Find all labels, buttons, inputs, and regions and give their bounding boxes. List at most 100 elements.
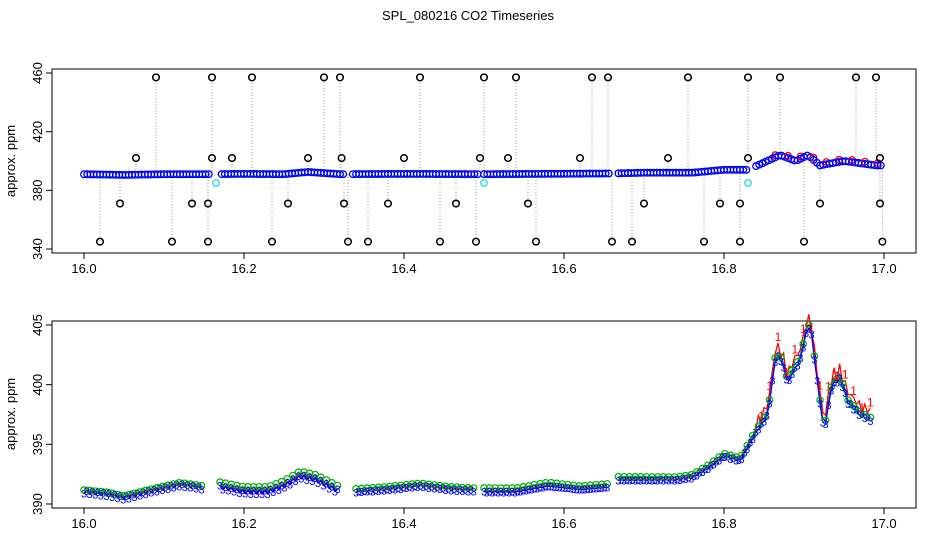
bottom-series-green-point	[821, 416, 830, 425]
bottom-x-tick-label: 16.8	[711, 516, 736, 531]
bottom-series-3-point: 3	[318, 476, 324, 488]
top-outlier-point	[115, 199, 125, 208]
bottom-series-green-point	[597, 480, 606, 489]
top-outlier-point	[335, 73, 345, 82]
top-outlier-point	[663, 154, 673, 163]
bottom-series-3-point: 3	[739, 454, 745, 466]
bottom-series-3-point: 3	[445, 483, 451, 495]
bottom-series-3-point: 3	[256, 485, 262, 497]
top-outlier-point	[415, 73, 425, 82]
bottom-series-3-point: 3	[426, 483, 432, 495]
top-outlier-point	[851, 73, 861, 82]
bottom-series-3-point: 3	[741, 447, 747, 459]
bottom-series-3-point: 3	[831, 377, 837, 389]
bottom-series-3-point: 3	[635, 475, 641, 487]
bottom-series-green-point	[436, 481, 444, 490]
top-outlier-point	[871, 73, 881, 82]
top-outlier-point	[475, 154, 485, 163]
bottom-series-3-point: 3	[851, 404, 857, 416]
bottom-series-green-point	[480, 484, 488, 492]
bottom-series-green-point	[676, 472, 684, 481]
bottom-series-3-point: 3	[778, 356, 784, 368]
bottom-series-3-point: 3	[448, 485, 454, 497]
bottom-series-3-point: 3	[702, 464, 708, 476]
bottom-series-3-point: 3	[761, 416, 767, 428]
top-x-tick-label: 17.0	[871, 261, 896, 276]
top-outlier-point	[383, 199, 393, 208]
bottom-series-3-point: 3	[487, 487, 493, 499]
bottom-series-3-point: 3	[599, 483, 605, 495]
top-outlier-point	[607, 237, 617, 246]
bottom-series-3-point: 3	[750, 434, 756, 446]
bottom-series-3-point: 3	[601, 483, 607, 495]
bottom-series-3-point: 3	[176, 481, 182, 493]
bottom-series-3-point: 3	[481, 487, 487, 499]
bottom-series-3-point: 3	[492, 487, 498, 499]
top-outlier-point	[207, 73, 217, 82]
bottom-series-green-point	[260, 482, 269, 491]
bottom-series-green-point	[631, 473, 640, 481]
bottom-series-1-point: 1	[833, 369, 840, 383]
bottom-series-3-point: 3	[671, 476, 677, 488]
bottom-series-green-point	[283, 475, 292, 483]
bottom-series-3-point: 3	[624, 475, 630, 487]
bottom-series-green-point	[102, 488, 111, 497]
bottom-series-3-point: 3	[273, 482, 279, 494]
bottom-series-3-point: 3	[789, 369, 795, 381]
top-outlier-point	[339, 199, 349, 208]
bottom-series-3-point: 3	[537, 482, 543, 494]
top-outlier-point	[207, 154, 217, 163]
bottom-series-3-point: 3	[655, 476, 661, 488]
bottom-series-green-point	[547, 478, 556, 487]
bottom-series-3-point: 3	[515, 486, 521, 498]
bottom-series-3-point: 3	[415, 482, 421, 494]
bottom-series-3-point: 3	[517, 487, 523, 499]
bottom-series-green-point	[452, 483, 461, 492]
top-outlier-point	[363, 237, 373, 246]
bottom-series-green-point	[91, 487, 100, 495]
bottom-series-green-point	[552, 479, 561, 488]
bottom-series-3-point: 3	[279, 480, 285, 492]
bottom-series-3-point: 3	[120, 494, 126, 506]
bottom-series-green-point	[804, 321, 813, 329]
bottom-series-green-point	[413, 479, 422, 488]
bottom-series-3-point: 3	[554, 482, 560, 494]
bottom-series-3-point: 3	[287, 479, 293, 491]
bottom-series-3-point: 3	[248, 489, 254, 501]
bottom-series-3-point: 3	[398, 484, 404, 496]
bottom-series-3-point: 3	[509, 487, 515, 499]
bottom-series-1-point: 1	[766, 379, 773, 393]
bottom-series-3-point: 3	[814, 376, 820, 388]
bottom-series-3-point: 3	[638, 475, 644, 487]
bottom-series-3-point: 3	[615, 475, 621, 487]
bottom-series-3-point: 3	[837, 373, 843, 385]
bottom-series-green-point	[352, 485, 360, 493]
bottom-series-green-point	[255, 482, 264, 491]
bottom-series-green-point	[186, 480, 195, 488]
top-x-tick-label: 16.0	[71, 261, 96, 276]
bottom-series-3-point: 3	[783, 375, 789, 387]
bottom-series-green-point	[636, 473, 645, 481]
top-outlier-point	[267, 237, 277, 246]
bottom-series-green-point	[469, 484, 478, 492]
bottom-series-3-point: 3	[131, 492, 137, 504]
bottom-series-green-point	[175, 478, 184, 487]
top-outlier-point	[203, 237, 213, 246]
bottom-series-3-point: 3	[495, 488, 501, 500]
bottom-series-green-point	[653, 473, 662, 481]
figure-title: SPL_080216 CO2 Timeseries	[382, 8, 554, 23]
top-data-point	[604, 169, 613, 178]
bottom-series-3-point: 3	[823, 419, 829, 431]
top-outlier-point	[511, 73, 521, 82]
top-outlier-point	[203, 199, 213, 208]
bottom-series-green-point	[737, 451, 746, 460]
bottom-series-3-point: 3	[797, 353, 803, 365]
bottom-series-3-point: 3	[531, 483, 537, 495]
bottom-series-3-point: 3	[786, 375, 792, 387]
bottom-series-green-point	[402, 480, 411, 489]
bottom-series-3-point: 3	[652, 475, 658, 487]
bottom-series-3-point: 3	[409, 483, 415, 495]
bottom-series-3-point: 3	[321, 481, 327, 493]
bottom-series-3-point: 3	[781, 362, 787, 374]
bottom-series-3-point: 3	[262, 485, 268, 497]
